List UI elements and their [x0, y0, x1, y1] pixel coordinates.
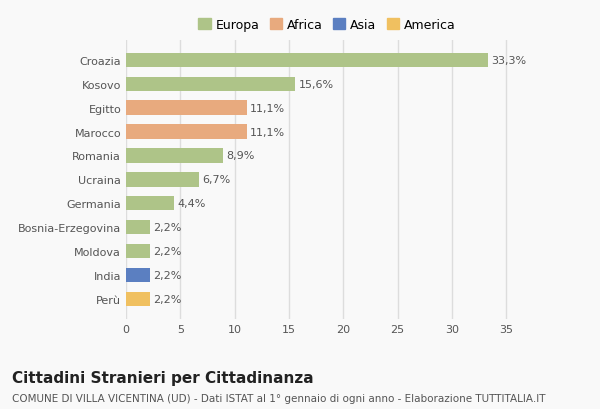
Text: 4,4%: 4,4% — [177, 199, 205, 209]
Bar — [126, 268, 150, 283]
Bar — [126, 197, 174, 211]
Text: COMUNE DI VILLA VICENTINA (UD) - Dati ISTAT al 1° gennaio di ogni anno - Elabora: COMUNE DI VILLA VICENTINA (UD) - Dati IS… — [12, 393, 545, 403]
Text: 2,2%: 2,2% — [153, 247, 182, 256]
Bar — [126, 292, 150, 306]
Text: 2,2%: 2,2% — [153, 294, 182, 304]
Text: Cittadini Stranieri per Cittadinanza: Cittadini Stranieri per Cittadinanza — [12, 370, 314, 385]
Bar — [126, 244, 150, 258]
Text: 11,1%: 11,1% — [250, 103, 285, 113]
Legend: Europa, Africa, Asia, America: Europa, Africa, Asia, America — [196, 16, 458, 34]
Text: 2,2%: 2,2% — [153, 270, 182, 280]
Bar — [126, 101, 247, 116]
Bar — [126, 54, 488, 68]
Bar — [126, 173, 199, 187]
Bar — [126, 149, 223, 163]
Bar — [126, 125, 247, 139]
Text: 33,3%: 33,3% — [491, 56, 526, 66]
Bar — [126, 77, 295, 92]
Text: 15,6%: 15,6% — [299, 80, 334, 90]
Bar — [126, 220, 150, 235]
Text: 2,2%: 2,2% — [153, 222, 182, 233]
Text: 11,1%: 11,1% — [250, 127, 285, 137]
Text: 6,7%: 6,7% — [202, 175, 230, 185]
Text: 8,9%: 8,9% — [226, 151, 254, 161]
